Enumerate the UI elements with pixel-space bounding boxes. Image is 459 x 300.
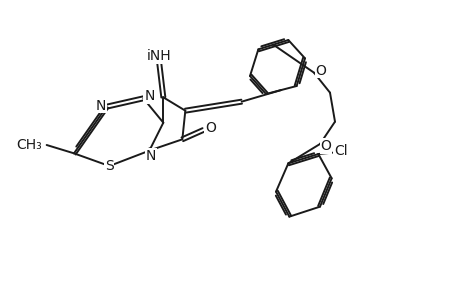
Text: CH₃: CH₃ <box>16 138 42 152</box>
Text: N: N <box>146 149 156 163</box>
Text: S: S <box>105 159 113 173</box>
Text: iNH: iNH <box>146 49 171 63</box>
Text: Cl: Cl <box>333 144 347 158</box>
Text: O: O <box>315 64 326 78</box>
Text: N: N <box>144 89 154 103</box>
Text: O: O <box>204 121 215 135</box>
Text: N: N <box>95 99 106 113</box>
Text: O: O <box>320 139 331 153</box>
